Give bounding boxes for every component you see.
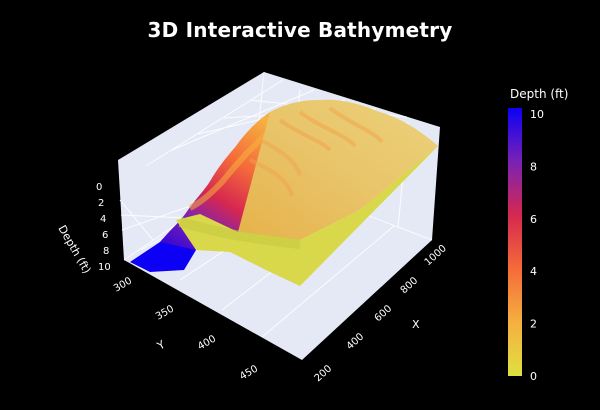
- colorbar: Depth (ft) 0 2 4 6 8 10: [508, 87, 568, 383]
- y-tick-label: 300: [112, 276, 134, 295]
- ridge-highlights: [188, 123, 278, 211]
- z-tick-label: 4: [100, 214, 106, 225]
- x-axis-title: X: [412, 318, 420, 331]
- colorbar-tick-label: 2: [530, 318, 537, 331]
- colorbar-tick-label: 6: [530, 213, 537, 226]
- colorbar-title: Depth (ft): [510, 87, 568, 101]
- x-tick-label: 600: [373, 303, 395, 324]
- colorbar-tick-label: 10: [530, 108, 544, 121]
- z-tick-label: 10: [98, 262, 111, 273]
- x-tick-label: 400: [345, 331, 367, 352]
- z-axis: 0 2 4 6 8 10 Depth (ft): [55, 182, 110, 276]
- colorbar-tick-label: 0: [530, 370, 537, 383]
- chart-title: 3D Interactive Bathymetry: [147, 18, 453, 42]
- x-tick-label: 200: [313, 363, 335, 384]
- colorbar-tick-label: 4: [530, 265, 537, 278]
- shelf-texture: [249, 106, 384, 197]
- y-tick-label: 400: [196, 334, 218, 353]
- x-tick-label: 1000: [423, 243, 449, 268]
- z-tick-label: 6: [102, 230, 108, 241]
- z-axis-title: Depth (ft): [55, 223, 93, 276]
- z-tick-label: 2: [98, 198, 104, 209]
- z-tick-label: 8: [103, 246, 109, 257]
- y-axis-title: Y: [154, 338, 167, 353]
- upper-shelf: [238, 99, 438, 241]
- x-tick-label: 800: [399, 275, 421, 296]
- bathymetry-surface[interactable]: [130, 99, 438, 286]
- shallow-flat: [176, 146, 438, 286]
- colorbar-gradient: [508, 108, 522, 376]
- flat-shading: [178, 217, 301, 249]
- pane-left: [118, 72, 264, 260]
- y-tick-label: 450: [238, 364, 260, 383]
- z-tick-label: 0: [96, 182, 102, 193]
- y-tick-label: 350: [154, 304, 176, 323]
- colorbar-tick-label: 8: [530, 160, 537, 173]
- deep-channel: [130, 238, 196, 272]
